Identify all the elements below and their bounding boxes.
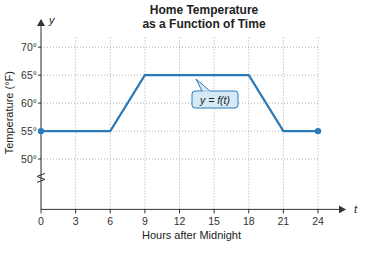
- chart-root: Home Temperatureas a Function of Time y t 5…: [0, 0, 381, 260]
- x-tick-label: 6: [107, 215, 113, 227]
- x-tick: [144, 209, 145, 213]
- y-tick-label: 60°: [21, 97, 37, 109]
- callout-pointer: [196, 79, 210, 91]
- x-tick: [214, 209, 215, 213]
- title: Home Temperatureas a Function of Time: [142, 3, 265, 31]
- series-line: [41, 75, 318, 131]
- x-tick-label: 21: [278, 215, 290, 227]
- y-tick: [38, 75, 41, 76]
- grid-line: [248, 36, 249, 209]
- title-line: Home Temperature: [150, 3, 259, 17]
- x-tick-label: 0: [38, 215, 44, 227]
- x-tick-label: 15: [208, 215, 220, 227]
- endpoint-marker: [315, 128, 321, 134]
- x-tick: [318, 209, 319, 213]
- grid-line: [110, 36, 111, 209]
- x-tick-label: 3: [73, 215, 79, 227]
- x-tick-label: 9: [142, 215, 148, 227]
- y-tick: [38, 159, 41, 160]
- axis-break: [37, 173, 45, 182]
- callout-box: [192, 91, 238, 108]
- y-tick-label: 70°: [21, 41, 37, 53]
- series-label: y = f(t): [199, 94, 230, 106]
- x-tick-label: 18: [243, 215, 255, 227]
- y-symbol: y: [48, 14, 56, 26]
- x-symbol: t: [354, 203, 358, 215]
- x-tick-label: 24: [312, 215, 324, 227]
- grid-line: [179, 36, 180, 209]
- grid-line: [283, 36, 284, 209]
- x-label: Hours after Midnight: [142, 229, 241, 241]
- grid-line: [41, 159, 318, 160]
- x-tick: [283, 209, 284, 213]
- y-tick-label: 65°: [21, 69, 37, 81]
- y-tick: [38, 47, 41, 48]
- endpoint-marker: [38, 128, 44, 134]
- chart: Home Temperatureas a Function of Time y t 5…: [0, 0, 381, 260]
- y-label: Temperature (°F): [3, 71, 15, 154]
- x-tick: [110, 209, 111, 213]
- y-tick-label: 50°: [21, 153, 37, 165]
- grid-line: [75, 36, 76, 209]
- x-tick: [75, 209, 76, 213]
- grid-line: [318, 36, 319, 209]
- title-line: as a Function of Time: [142, 17, 265, 31]
- x-tick-label: 12: [174, 215, 186, 227]
- callout-join: [203, 90, 210, 92]
- axis-break-gap: [40, 183, 42, 184]
- x-axis: [41, 209, 345, 210]
- y-tick: [38, 103, 41, 104]
- grid-line: [214, 36, 215, 209]
- x-tick: [248, 209, 249, 213]
- y-tick-label: 55°: [21, 125, 37, 137]
- plot-area: [38, 75, 321, 134]
- grid-line: [144, 36, 145, 209]
- x-tick: [179, 209, 180, 213]
- x-tick: [41, 209, 42, 213]
